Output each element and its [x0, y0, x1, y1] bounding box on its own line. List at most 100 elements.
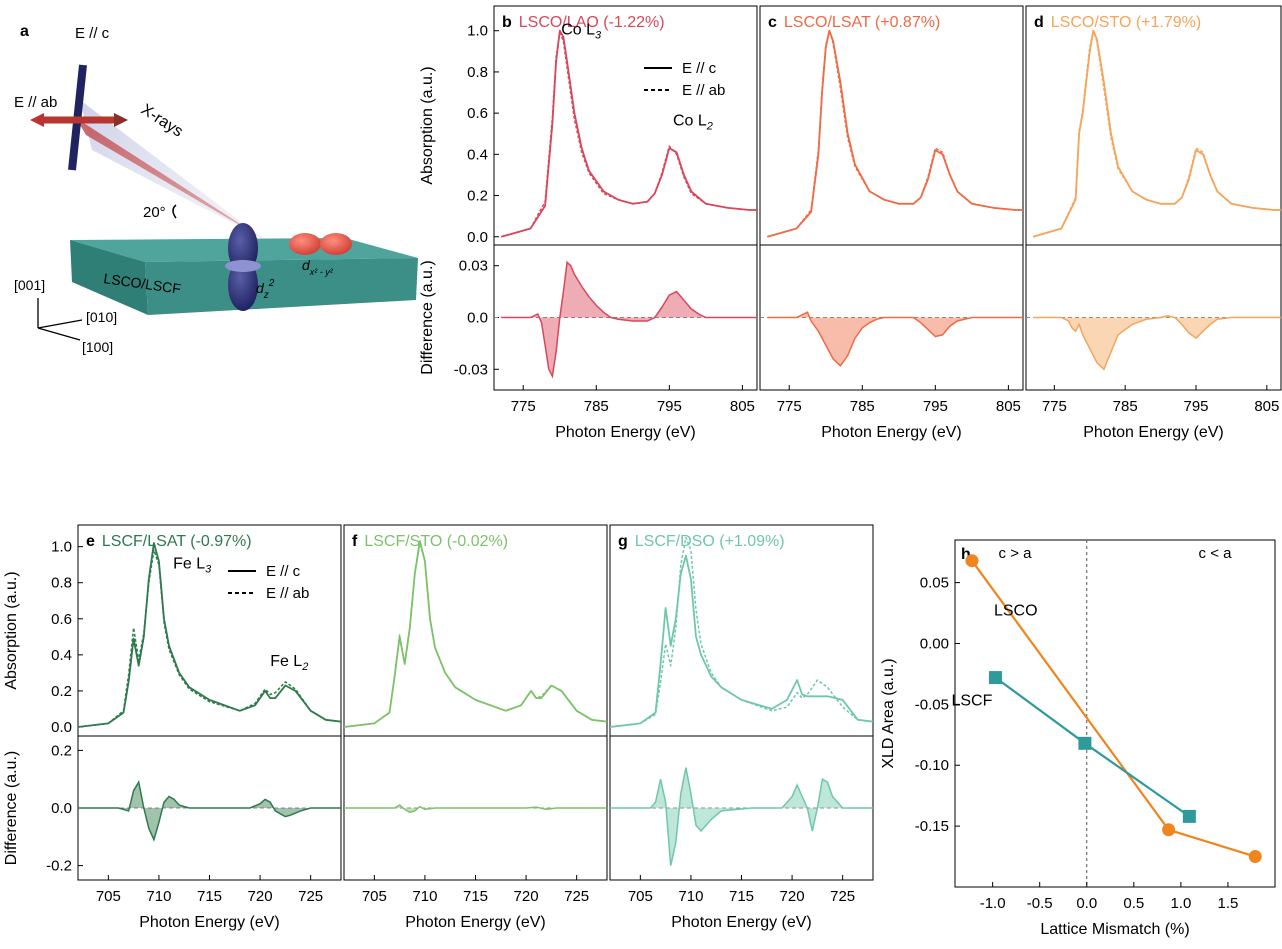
point-lsco-2: [1248, 850, 1262, 864]
legend-dashed-label-e: E // ab: [266, 585, 309, 602]
point-lscf-0: [988, 671, 1002, 685]
spectrum-panel-g: g LSCF/DSO (+1.09%) 705 710 715 720 725 Photon …: [609, 524, 874, 931]
absorption-frame-d: [1025, 5, 1282, 246]
absorption-line-e-ab-b: [501, 32, 757, 238]
abs-y-axis-label-e: Absorption (a.u.): [3, 571, 20, 689]
spectrum-panel-f: f LSCF/STO (-0.02%) 705 710 715 720 725 Photon …: [343, 524, 608, 931]
peak-annotation-text-e-1: Fe L: [270, 653, 302, 670]
spectrum-panel-b: b LSCO/LAO (-1.22%) 775 785 795 805 Photon Ene…: [419, 5, 758, 441]
panel-title-text-d: LSCO/STO (+1.79%): [1051, 14, 1201, 31]
abs-y-axis-label-b: Absorption (a.u.): [419, 66, 436, 184]
x-tick-label-e-2: 715: [197, 888, 222, 905]
panel-label-g: g: [618, 533, 628, 550]
abs-y-tick-label-b-3: 0.6: [467, 105, 488, 122]
panel-title-e: e LSCF/LSAT (-0.97%): [86, 533, 252, 550]
e-ab-arrowhead-left: [30, 113, 44, 127]
abs-y-tick-label-b-5: 1.0: [467, 23, 488, 40]
x-tick-label-b-2: 795: [657, 398, 682, 415]
sample-front-face: [145, 258, 418, 315]
panel-title-g: g LSCF/DSO (+1.09%): [618, 533, 785, 550]
x-tick-label-f-1: 710: [412, 888, 437, 905]
diff-y-tick-label-b-2: 0.03: [459, 258, 488, 275]
panel-title-text-c: LSCO/LSAT (+0.87%): [784, 14, 940, 31]
diff-y-tick-label-b-0: -0.03: [454, 361, 488, 378]
absorption-frame-c: [759, 5, 1024, 246]
series-line-lscf: [994, 676, 1191, 818]
panel-title-text-f: LSCF/STO (-0.02%): [364, 533, 508, 550]
panel-title-text-g: LSCF/DSO (+1.09%): [635, 533, 785, 550]
abs-y-tick-label-e-1: 0.2: [51, 683, 72, 700]
axis-010-line: [37, 319, 83, 329]
panel-title-d: d LSCO/STO (+1.79%): [1034, 14, 1201, 31]
spectrum-panel-e: e LSCF/LSAT (-0.97%) 705 710 715 720 725 Photon…: [3, 524, 342, 931]
panel-label-e: e: [86, 533, 95, 550]
x-axis-label-g: Photon Energy (eV): [671, 914, 812, 931]
e-c-label: E // c: [75, 25, 110, 42]
x-tick-label-c-0: 775: [777, 398, 802, 415]
x-tick-label-g-2: 715: [729, 888, 754, 905]
x-axis-label-d: Photon Energy (eV): [1083, 424, 1224, 441]
panel-title-text-b: LSCO/LAO (-1.22%): [519, 14, 665, 31]
angle-label: 20°: [143, 204, 166, 221]
panel-title-text-e: LSCF/LSAT (-0.97%): [102, 533, 252, 550]
diff-y-axis-label-e: Difference (a.u.): [3, 751, 20, 865]
panel-title-b: b LSCO/LAO (-1.22%): [502, 14, 665, 31]
legend-solid-label-b: E // c: [682, 60, 717, 77]
spectra-panels: b LSCO/LAO (-1.22%) 775 785 795 805 Photon Ene…: [3, 5, 1282, 931]
abs-y-tick-label-e-5: 1.0: [51, 539, 72, 556]
diff-y-tick-label-e-2: 0.2: [51, 742, 72, 759]
peak-annotation-text-b-1: Co L: [673, 112, 707, 129]
absorption-frame-f: [343, 524, 608, 737]
point-lscf-2: [1182, 809, 1196, 823]
abs-y-tick-label-e-3: 0.6: [51, 611, 72, 628]
dx2y2-orbital-left-lobe: [289, 233, 321, 255]
abs-y-tick-label-e-2: 0.4: [51, 647, 72, 664]
x-tick-label-f-0: 705: [362, 888, 387, 905]
xray-beam-cone: [80, 100, 265, 240]
series-label-lsco: LSCO: [994, 603, 1038, 620]
peak-annotation-text-b-0: Co L: [561, 22, 595, 39]
angle-arc: [172, 204, 177, 219]
peak-annotation-e-1: Fe L2: [270, 653, 308, 673]
x-tick-label-d-1: 785: [1113, 398, 1138, 415]
x-axis-label-e: Photon Energy (eV): [139, 914, 280, 931]
x-axis-label-b: Photon Energy (eV): [555, 424, 696, 441]
dx2y2-orbital-right-lobe: [320, 233, 352, 255]
absorption-frame-e: [77, 524, 342, 737]
absorption-line-e-ab-d: [1032, 29, 1281, 238]
x-axis-label-c: Photon Energy (eV): [821, 424, 962, 441]
x-tick-label-c-3: 805: [996, 398, 1021, 415]
x-tick-label-b-3: 805: [730, 398, 755, 415]
difference-line-g: [610, 767, 873, 866]
h-y-tick-label-2: -0.05: [915, 696, 949, 713]
panel-label-h: h: [961, 546, 971, 563]
x-tick-label-g-1: 710: [678, 888, 703, 905]
peak-annotation-sub-b-1: 2: [706, 120, 713, 132]
diff-y-tick-label-e-1: 0.0: [51, 800, 72, 817]
dx2y2-label: dx² - y²: [302, 257, 334, 277]
absorption-line-e-ab-g: [609, 536, 874, 728]
difference-area-g: [610, 767, 873, 866]
series-label-lscf: LSCF: [951, 693, 992, 710]
xld-frame: [954, 539, 1276, 888]
abs-y-tick-label-b-4: 0.8: [467, 64, 488, 81]
difference-area-f: [344, 805, 607, 813]
x-tick-label-e-4: 725: [298, 888, 323, 905]
absorption-line-e-c-g: [609, 554, 874, 728]
spectrum-panel-d: d LSCO/STO (+1.79%) 775 785 795 805 Photon Ene…: [1025, 5, 1282, 441]
abs-y-tick-label-e-4: 0.8: [51, 575, 72, 592]
dz2-orbital-lower-lobe: [228, 259, 258, 311]
h-y-axis-label: XLD Area (a.u.): [880, 658, 897, 768]
h-x-tick-label-4: 1.0: [1170, 895, 1191, 912]
panel-label-f: f: [352, 533, 358, 550]
absorption-frame-g: [609, 524, 874, 737]
difference-line-b: [501, 260, 757, 379]
peak-annotation-sub-e-0: 3: [205, 564, 212, 576]
panel-label-c: c: [768, 14, 777, 31]
xrays-label: X-rays: [138, 101, 186, 140]
h-x-axis-label: Lattice Mismatch (%): [1040, 921, 1189, 938]
h-x-tick-label-3: 0.5: [1123, 895, 1144, 912]
h-x-tick-label-5: 1.5: [1218, 895, 1239, 912]
h-x-tick-label-1: -0.5: [1027, 895, 1053, 912]
